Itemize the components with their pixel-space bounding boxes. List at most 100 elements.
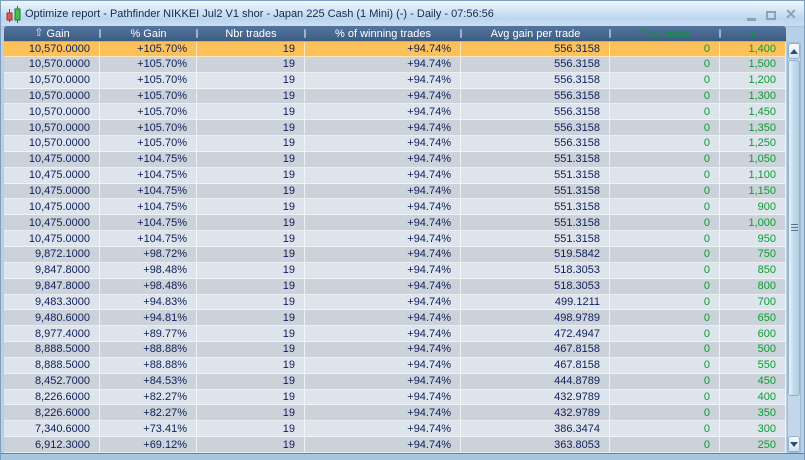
table-cell: 10,570.0000	[4, 88, 100, 104]
table-cell: 499.1211	[461, 294, 610, 310]
table-row[interactable]: 8,888.5000 +88.88% 19 +94.74% 467.8158 0 550	[4, 357, 786, 374]
table-cell: 0	[610, 104, 720, 120]
table-row[interactable]: 10,475.0000 +104.75% 19 +94.74% 551.3158 0 1,1…	[4, 183, 786, 200]
table-cell: +105.70%	[100, 56, 197, 72]
table-row[interactable]: 10,570.0000 +105.70% 19 +94.74% 556.3158 0 1,4…	[4, 104, 786, 121]
table-row[interactable]: 7,340.6000 +73.41% 19 +94.74% 386.3474 0 300	[4, 421, 786, 438]
scrollbar-thumb[interactable]	[788, 60, 800, 396]
table-row[interactable]: 10,475.0000 +104.75% 19 +94.74% 551.3158 0 900	[4, 199, 786, 216]
table-row[interactable]: 8,226.6000 +82.27% 19 +94.74% 432.9789 0 350	[4, 405, 786, 422]
column-header-tick-mode[interactable]: Tick mode	[610, 26, 721, 41]
table-row[interactable]: 10,475.0000 +104.75% 19 +94.74% 551.3158 0 950	[4, 231, 786, 247]
table-cell: 350	[720, 405, 786, 421]
table-cell: 19	[197, 151, 305, 167]
table-cell: 1,400	[720, 42, 786, 56]
table-row[interactable]: 9,483.3000 +94.83% 19 +94.74% 499.1211 0 700	[4, 294, 786, 311]
column-header-a[interactable]: a	[720, 26, 786, 41]
table-cell: 556.3158	[461, 42, 610, 56]
table-cell: 556.3158	[461, 88, 610, 104]
table-cell: 363.8053	[461, 437, 610, 452]
column-label: % of winning trades	[335, 27, 431, 40]
column-label: Nbr trades	[225, 27, 277, 40]
table-body: 10,570.0000 +105.70% 19 +94.74% 556.3158 0 1,4…	[4, 41, 786, 453]
table-cell: 432.9789	[461, 389, 610, 405]
table-cell: 0	[610, 342, 720, 357]
column-header-gain[interactable]: ⇧ Gain	[4, 26, 101, 41]
table-cell: 19	[197, 421, 305, 437]
table-cell: 467.8158	[461, 357, 610, 373]
table-row[interactable]: 10,570.0000 +105.70% 19 +94.74% 556.3158 0 1,4…	[4, 41, 786, 57]
table-cell: 19	[197, 72, 305, 88]
table-cell: 7,340.6000	[4, 421, 100, 437]
table-cell: 10,475.0000	[4, 215, 100, 231]
table-cell: +94.83%	[100, 294, 197, 310]
table-row[interactable]: 10,570.0000 +105.70% 19 +94.74% 556.3158 0 1,2…	[4, 72, 786, 89]
table-cell: 8,452.7000	[4, 373, 100, 389]
table-cell: 1,100	[720, 167, 786, 183]
table-row[interactable]: 9,480.6000 +94.81% 19 +94.74% 498.9789 0 650	[4, 310, 786, 327]
table-cell: 900	[720, 199, 786, 215]
table-cell: +88.88%	[100, 342, 197, 357]
table-row[interactable]: 8,888.5000 +88.88% 19 +94.74% 467.8158 0 500	[4, 342, 786, 358]
table-cell: 550	[720, 357, 786, 373]
table-cell: 8,888.5000	[4, 357, 100, 373]
sort-ascending-icon: ⇧	[34, 27, 44, 39]
table-cell: 19	[197, 231, 305, 246]
table-row[interactable]: 9,872.1000 +98.72% 19 +94.74% 519.5842 0 750	[4, 247, 786, 263]
table-cell: +105.70%	[100, 104, 197, 120]
table-cell: 10,475.0000	[4, 151, 100, 167]
table-cell: 551.3158	[461, 151, 610, 167]
minimize-button[interactable]	[745, 7, 757, 21]
column-label: a	[749, 27, 757, 40]
table-row[interactable]: 8,452.7000 +84.53% 19 +94.74% 444.8789 0 450	[4, 373, 786, 390]
table-cell: +69.12%	[100, 437, 197, 452]
table-row[interactable]: 9,847.8000 +98.48% 19 +94.74% 518.3053 0 800	[4, 278, 786, 295]
column-header-avg-gain[interactable]: Avg gain per trade	[461, 26, 611, 41]
close-button[interactable]: ✕	[785, 5, 797, 22]
table-row[interactable]: 10,570.0000 +105.70% 19 +94.74% 556.3158 0 1,3…	[4, 88, 786, 105]
column-header-pct-gain[interactable]: % Gain	[100, 26, 198, 41]
table-cell: 19	[197, 88, 305, 104]
table-cell: +98.48%	[100, 278, 197, 294]
table-cell: 472.4947	[461, 326, 610, 342]
table-cell: +73.41%	[100, 421, 197, 437]
scroll-down-button[interactable]	[788, 436, 800, 452]
table-row[interactable]: 10,475.0000 +104.75% 19 +94.74% 551.3158 0 1,0…	[4, 215, 786, 232]
table-row[interactable]: 10,570.0000 +105.70% 19 +94.74% 556.3158 0 1,2…	[4, 136, 786, 152]
table-cell: +94.74%	[305, 405, 461, 421]
table-row[interactable]: 8,977.4000 +89.77% 19 +94.74% 472.4947 0 600	[4, 326, 786, 343]
column-header-pct-winning[interactable]: % of winning trades	[305, 26, 462, 41]
table-cell: 432.9789	[461, 405, 610, 421]
table-cell: 0	[610, 389, 720, 405]
table-row[interactable]: 10,475.0000 +104.75% 19 +94.74% 551.3158 0 1,1…	[4, 167, 786, 184]
table-row[interactable]: 8,226.6000 +82.27% 19 +94.74% 432.9789 0 400	[4, 389, 786, 406]
table-row[interactable]: 10,570.0000 +105.70% 19 +94.74% 556.3158 0 1,5…	[4, 56, 786, 73]
table-cell: 0	[610, 183, 720, 199]
scroll-up-button[interactable]	[788, 43, 800, 59]
table-cell: 0	[610, 357, 720, 373]
table-cell: 498.9789	[461, 310, 610, 326]
table-cell: 0	[610, 231, 720, 246]
table-cell: 10,475.0000	[4, 167, 100, 183]
table-row[interactable]: 9,847.8000 +98.48% 19 +94.74% 518.3053 0 850	[4, 262, 786, 279]
table-cell: 19	[197, 42, 305, 56]
table-cell: 9,847.8000	[4, 278, 100, 294]
triangle-down-icon	[790, 441, 798, 447]
table-cell: +105.70%	[100, 120, 197, 136]
table-cell: 444.8789	[461, 373, 610, 389]
table-row[interactable]: 10,475.0000 +104.75% 19 +94.74% 551.3158 0 1,0…	[4, 151, 786, 168]
table-cell: 556.3158	[461, 104, 610, 120]
table-cell: +94.74%	[305, 247, 461, 262]
table-cell: 19	[197, 183, 305, 199]
table-cell: +94.74%	[305, 56, 461, 72]
table-cell: 10,570.0000	[4, 136, 100, 151]
vertical-scrollbar[interactable]	[787, 42, 801, 453]
window-controls: ✕	[745, 1, 797, 26]
table-row[interactable]: 10,570.0000 +105.70% 19 +94.74% 556.3158 0 1,3…	[4, 120, 786, 137]
table-row[interactable]: 6,912.3000 +69.12% 19 +94.74% 363.8053 0 250	[4, 437, 786, 453]
table-cell: 650	[720, 310, 786, 326]
column-header-nbr-trades[interactable]: Nbr trades	[197, 26, 306, 41]
maximize-button[interactable]	[765, 7, 777, 21]
candlestick-chart-icon	[6, 5, 21, 23]
